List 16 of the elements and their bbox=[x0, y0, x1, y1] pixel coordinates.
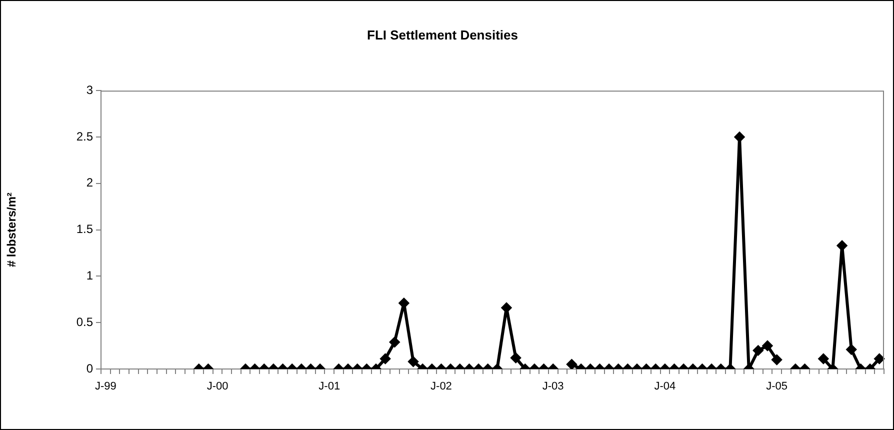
x-tick-label: J-01 bbox=[318, 380, 340, 393]
y-tick-label: 1.5 bbox=[76, 222, 94, 236]
x-tick-label: J-04 bbox=[654, 380, 676, 393]
y-tick-label: 0.5 bbox=[76, 314, 94, 329]
x-tick-label: J-05 bbox=[766, 380, 788, 393]
y-axis-title: # lobsters/m² bbox=[4, 192, 19, 268]
y-tick-label: 2.5 bbox=[76, 129, 94, 144]
y-tick-label: 0 bbox=[86, 361, 94, 376]
x-tick-label: J-03 bbox=[542, 380, 564, 393]
x-tick-label: J-00 bbox=[206, 380, 228, 393]
y-tick-label: 3 bbox=[86, 82, 94, 97]
x-tick-label: J-02 bbox=[430, 380, 452, 393]
y-tick-label: 1 bbox=[86, 268, 94, 283]
chart-title: FLI Settlement Densities bbox=[367, 27, 518, 42]
y-tick-label: 2 bbox=[86, 176, 94, 190]
x-tick-label: J-99 bbox=[94, 380, 116, 393]
